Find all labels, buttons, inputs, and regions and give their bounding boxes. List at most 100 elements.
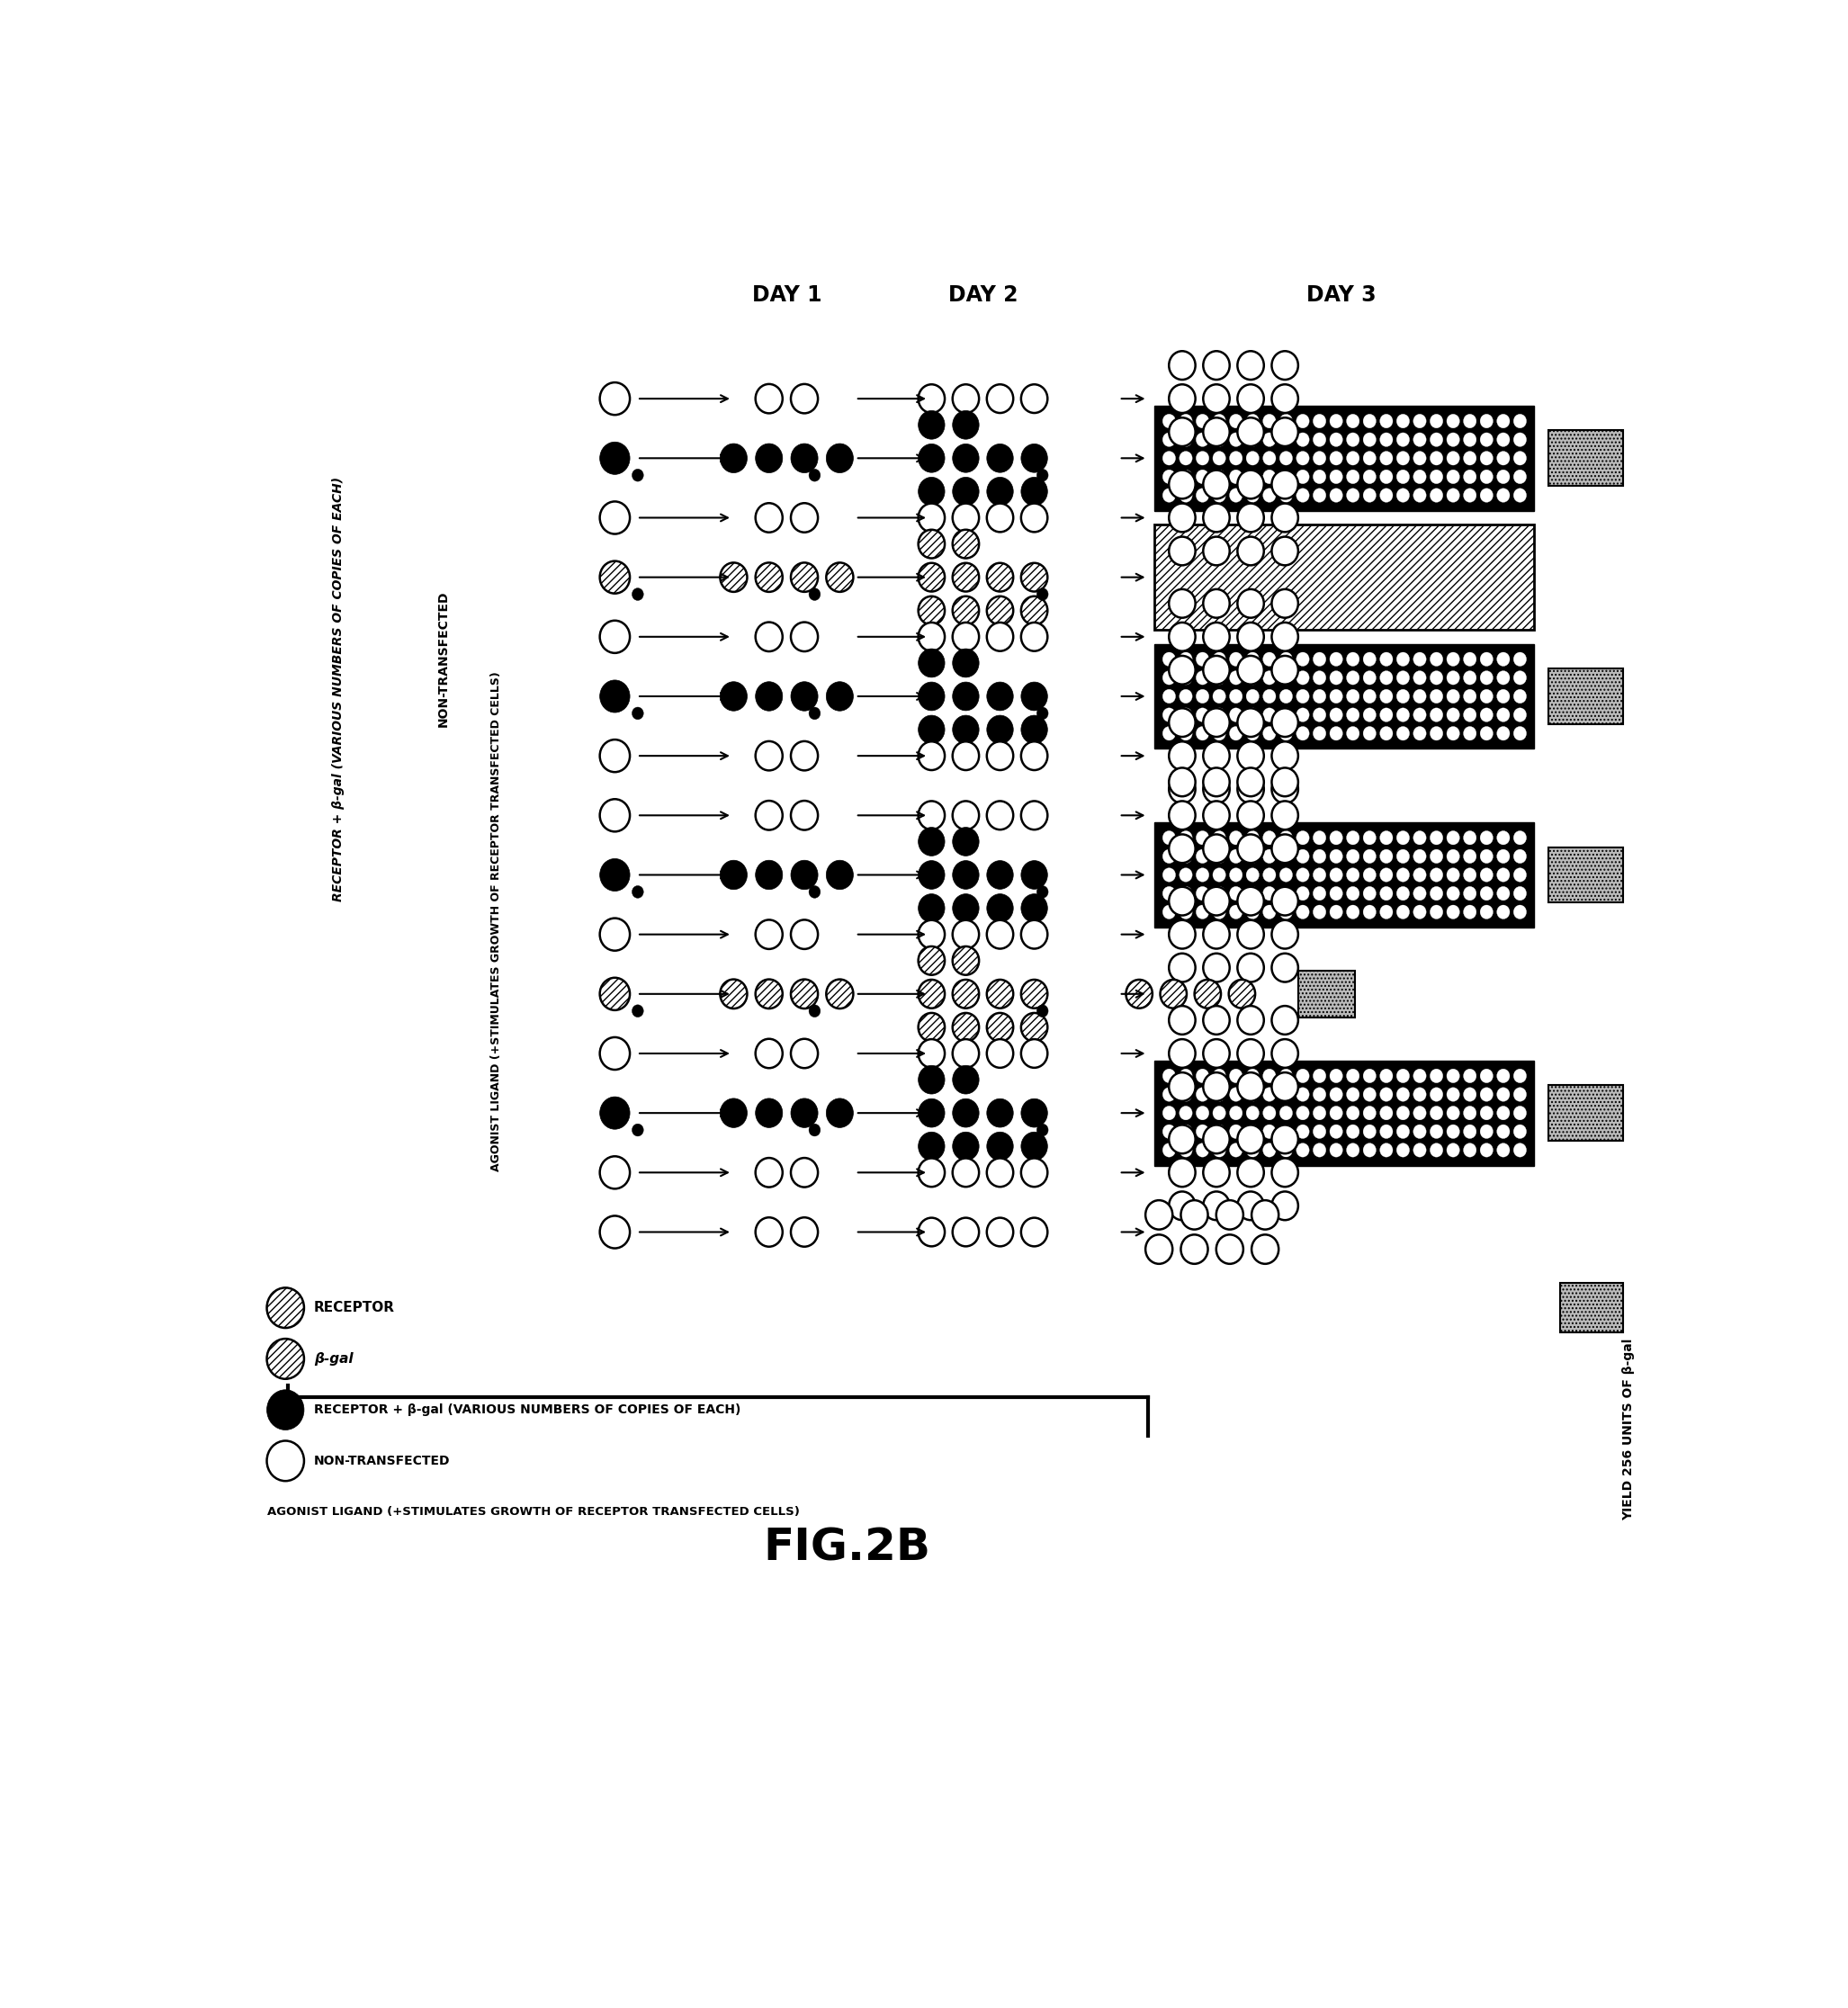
Circle shape [918,894,944,922]
Circle shape [1279,727,1292,741]
Circle shape [1347,488,1360,502]
Circle shape [1246,452,1258,466]
Circle shape [1480,470,1493,484]
Circle shape [1497,849,1510,863]
Circle shape [1430,488,1443,502]
Circle shape [1216,1201,1244,1229]
Circle shape [1238,622,1264,651]
Circle shape [1364,689,1377,703]
Circle shape [1212,689,1225,703]
Circle shape [1497,470,1510,484]
Circle shape [1162,488,1175,502]
Circle shape [756,1098,782,1128]
Circle shape [1179,452,1192,466]
Circle shape [1464,906,1477,920]
Bar [1549,430,1623,486]
Circle shape [1480,671,1493,685]
Circle shape [1397,689,1410,703]
Circle shape [1480,1124,1493,1139]
Circle shape [1314,671,1325,685]
Circle shape [791,504,819,532]
Circle shape [1229,488,1242,502]
Circle shape [1414,709,1427,721]
Circle shape [1430,867,1443,882]
Circle shape [756,980,782,1008]
Circle shape [1331,470,1343,484]
Circle shape [1229,709,1242,721]
Circle shape [952,827,979,855]
Circle shape [1196,671,1209,685]
Circle shape [1162,831,1175,845]
Bar [1549,669,1623,725]
Text: DAY 1: DAY 1 [752,285,822,305]
Circle shape [1179,1124,1192,1139]
Circle shape [1196,1068,1209,1082]
Circle shape [1295,689,1308,703]
Circle shape [1497,906,1510,920]
Circle shape [1364,488,1377,502]
Circle shape [1314,1088,1325,1102]
Circle shape [1246,1143,1258,1157]
Circle shape [1380,831,1393,845]
Circle shape [1022,801,1048,829]
Circle shape [1295,906,1308,920]
Circle shape [1212,727,1225,741]
Circle shape [1181,1235,1209,1263]
Circle shape [1430,452,1443,466]
Circle shape [1203,1124,1229,1153]
Circle shape [1196,886,1209,900]
Circle shape [1170,954,1196,982]
Circle shape [1430,653,1443,667]
Circle shape [1229,432,1242,446]
Circle shape [1514,886,1526,900]
Circle shape [721,681,747,711]
Circle shape [1364,432,1377,446]
Circle shape [1314,709,1325,721]
Circle shape [809,470,821,482]
Circle shape [1364,653,1377,667]
Circle shape [1271,835,1297,863]
Circle shape [1464,1088,1477,1102]
Circle shape [1347,849,1360,863]
Circle shape [1212,1124,1225,1139]
Circle shape [1331,727,1343,741]
Circle shape [1331,1143,1343,1157]
Circle shape [1314,488,1325,502]
Circle shape [952,715,979,743]
Circle shape [1364,867,1377,882]
Circle shape [1347,1124,1360,1139]
Circle shape [1331,488,1343,502]
Circle shape [1380,906,1393,920]
Circle shape [1203,1159,1229,1187]
Circle shape [1397,906,1410,920]
Circle shape [918,715,944,743]
Circle shape [1262,470,1275,484]
Circle shape [1279,470,1292,484]
Circle shape [1170,418,1196,446]
Circle shape [987,1040,1013,1068]
Circle shape [1212,653,1225,667]
Circle shape [987,894,1013,922]
Circle shape [1447,432,1460,446]
Circle shape [1238,888,1264,916]
Circle shape [721,859,747,890]
Circle shape [1162,709,1175,721]
Circle shape [1238,657,1264,685]
Circle shape [1464,432,1477,446]
Circle shape [1229,1143,1242,1157]
Circle shape [1238,1072,1264,1100]
Circle shape [1480,849,1493,863]
Circle shape [1430,1143,1443,1157]
Bar [1155,645,1534,749]
Circle shape [1162,432,1175,446]
Circle shape [1397,867,1410,882]
Circle shape [1364,906,1377,920]
Circle shape [1203,622,1229,651]
Circle shape [1279,689,1292,703]
Circle shape [1480,906,1493,920]
Circle shape [1430,671,1443,685]
Circle shape [1246,671,1258,685]
Circle shape [1279,1088,1292,1102]
Circle shape [1397,727,1410,741]
Circle shape [1022,920,1048,948]
